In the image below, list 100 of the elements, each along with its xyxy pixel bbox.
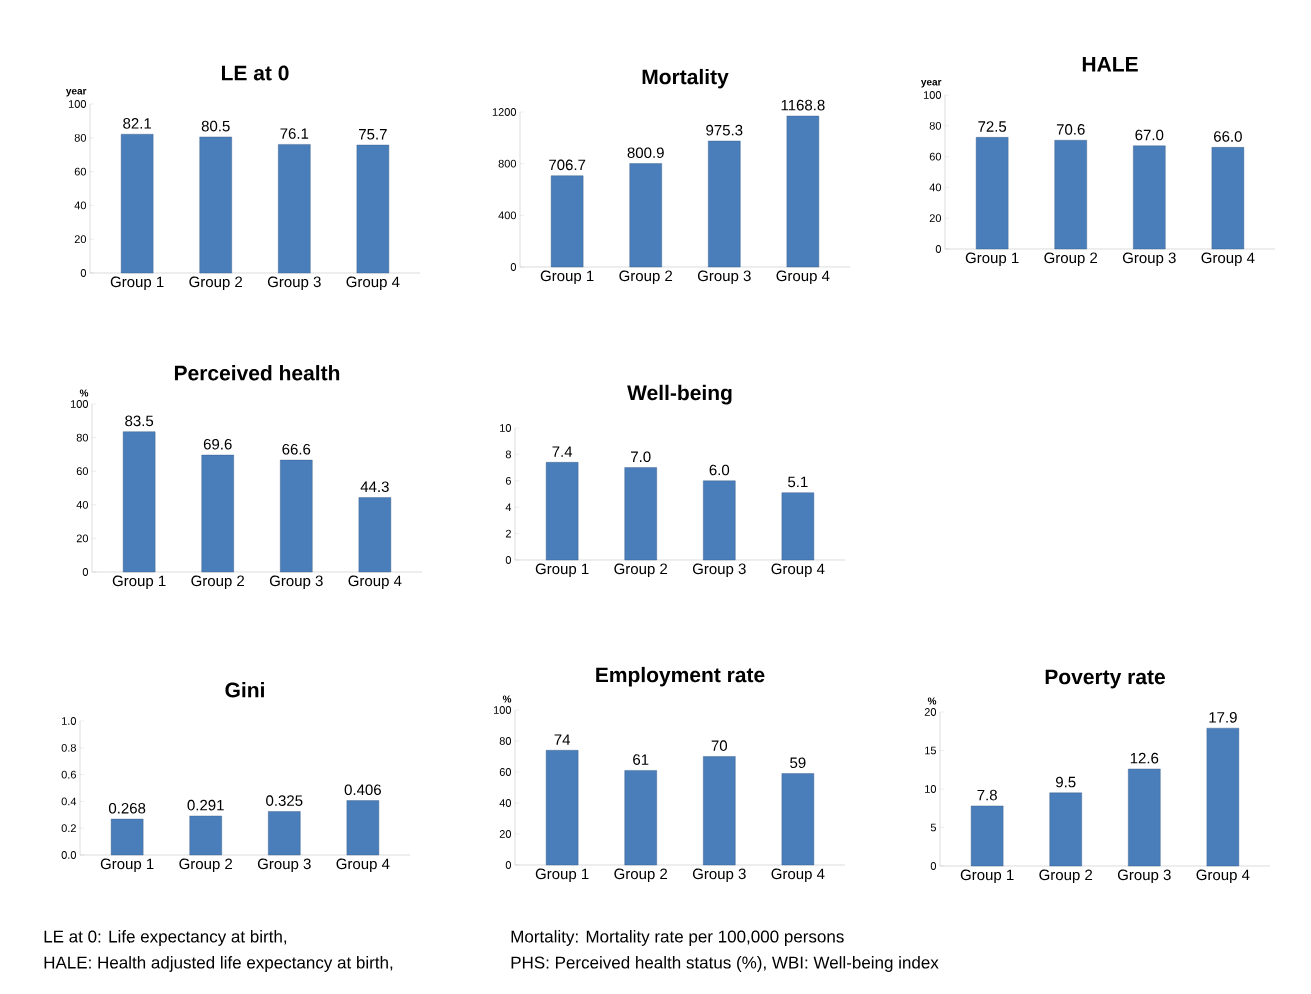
bar [970, 805, 1004, 867]
data-label: 75.7 [359, 129, 387, 140]
bar [268, 811, 301, 856]
text: LE at 0: Life expectancy at birth, [44, 930, 287, 946]
data-label: 6.0 [709, 464, 730, 476]
bar [1133, 145, 1166, 250]
bar [346, 800, 380, 856]
data-label: 12.6 [1130, 752, 1159, 764]
y-tick-label: 0.8 [61, 743, 76, 752]
data-label: 0.406 [344, 784, 381, 796]
y-tick-label: 0 [930, 862, 937, 870]
y-tick-label: 40 [929, 183, 942, 192]
y-tick-label: 40 [74, 201, 87, 210]
data-label: 82.1 [123, 118, 152, 129]
y-tick-label: 0.2 [61, 824, 76, 833]
x-tick-label: Group 2 [614, 868, 668, 883]
x-tick-label: Group 2 [179, 858, 233, 873]
y-tick-label: 60 [929, 152, 942, 161]
data-label: 69.6 [203, 438, 232, 450]
x-tick-label: Group 4 [1196, 869, 1250, 884]
y-axis-title: year [920, 79, 942, 88]
y-tick-label: 0.0 [61, 851, 77, 859]
x-tick-label: Group 4 [336, 858, 390, 873]
data-label: 80.5 [201, 120, 230, 132]
x-tick-label: Group 3 [269, 575, 323, 590]
data-label: 74 [554, 734, 571, 745]
bar [550, 175, 584, 268]
bar [189, 815, 222, 856]
bar [356, 144, 390, 274]
y-tick-label: 100 [68, 100, 87, 108]
y-tick-label: 4 [505, 503, 512, 511]
data-label: 0.291 [187, 799, 224, 811]
data-label: 70 [711, 740, 728, 751]
y-tick-label: 0 [505, 556, 512, 564]
chart-title: HALE [1082, 57, 1138, 72]
bar [1054, 140, 1087, 250]
x-tick-label: Group 1 [112, 575, 166, 590]
data-label: 0.268 [108, 802, 146, 814]
chart-title: Well-being [627, 384, 732, 405]
y-tick-label: 2 [505, 529, 511, 538]
data-label: 67.0 [1135, 129, 1164, 141]
y-tick-label: 60 [74, 167, 87, 176]
data-label: 83.5 [125, 415, 154, 427]
data-label: 72.5 [978, 121, 1007, 132]
text: Mortality: Mortality rate per 100,000 persons [511, 930, 844, 946]
chart-title: LE at 0 [221, 65, 289, 81]
bar [280, 459, 313, 573]
bar [545, 462, 579, 561]
data-label: 800.9 [627, 147, 664, 159]
bar [975, 137, 1009, 250]
data-label: 61 [633, 754, 649, 765]
y-tick-label: 60 [499, 768, 512, 776]
bar [629, 163, 662, 268]
y-tick-label: 20 [76, 534, 89, 543]
x-tick-label: Group 3 [692, 868, 746, 883]
x-tick-label: Group 4 [348, 575, 402, 590]
y-tick-label: 0.6 [61, 770, 76, 779]
x-tick-label: Group 3 [1122, 252, 1176, 267]
data-label: 17.9 [1209, 712, 1237, 723]
data-label: 0.325 [266, 795, 303, 806]
y-tick-label: 80 [76, 433, 89, 442]
y-tick-label: 80 [929, 121, 942, 130]
chart-title: Poverty rate [1045, 669, 1165, 689]
x-tick-label: Group 3 [697, 270, 751, 285]
y-tick-label: 0 [82, 568, 89, 576]
x-tick-label: Group 4 [771, 868, 825, 883]
x-tick-label: Group 3 [267, 276, 321, 291]
data-label: 706.7 [549, 159, 586, 171]
bar [624, 770, 657, 866]
chart-title: Mortality [642, 68, 729, 89]
text: PHS: Perceived health status (%), WBI: Well-being index [511, 956, 939, 972]
x-tick-label: Group 1 [960, 869, 1014, 884]
x-tick-label: Group 1 [540, 270, 594, 285]
bar [786, 115, 820, 268]
x-tick-label: Group 4 [1201, 252, 1255, 267]
x-tick-label: Group 4 [346, 276, 400, 291]
x-tick-label: Group 3 [257, 858, 311, 873]
y-axis-title: year [65, 88, 87, 97]
bar [624, 467, 657, 561]
y-tick-label: 100 [923, 91, 942, 99]
text: HALE: Health adjusted life expectancy at birth, [44, 956, 393, 972]
x-tick-label: Group 4 [776, 270, 830, 285]
y-tick-label: 0 [510, 263, 517, 271]
data-label: 5.1 [788, 476, 808, 488]
y-tick-label: 100 [70, 400, 89, 408]
bar [120, 134, 154, 274]
x-tick-label: Group 4 [771, 563, 825, 578]
y-tick-label: 100 [493, 706, 512, 714]
data-label: 66.0 [1214, 131, 1242, 142]
bar [703, 756, 736, 866]
x-tick-label: Group 2 [614, 563, 668, 578]
bar [1049, 792, 1082, 867]
bar [1206, 727, 1240, 867]
chart-title: Perceived health [174, 365, 340, 381]
y-tick-label: 0 [935, 245, 942, 253]
y-axis-title: % [927, 697, 937, 705]
y-tick-label: 1200 [492, 108, 517, 116]
x-tick-label: Group 2 [619, 270, 673, 285]
y-tick-label: 20 [924, 708, 937, 716]
y-tick-label: 6 [505, 476, 511, 485]
